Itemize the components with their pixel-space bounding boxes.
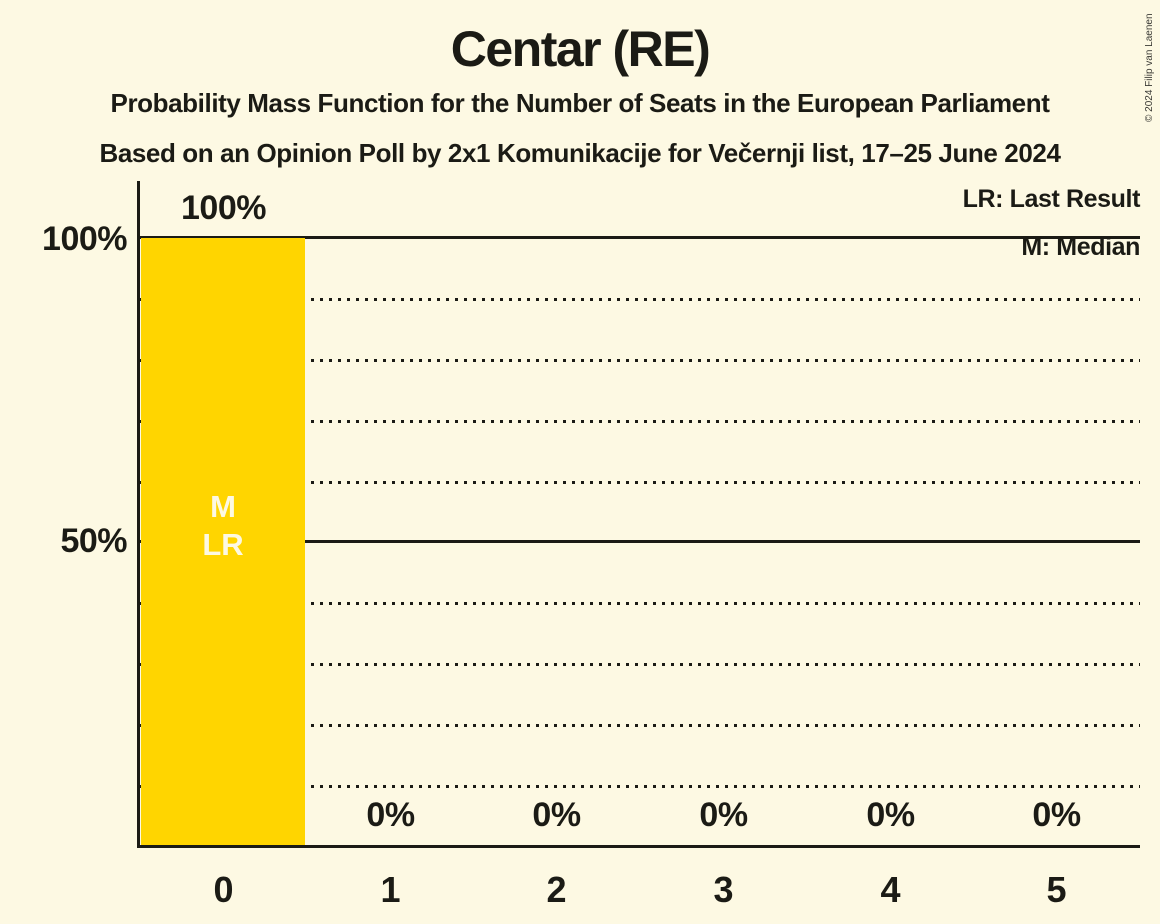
gridline-40-percent: [140, 602, 1140, 605]
y-tick-100: 100%: [42, 220, 127, 258]
value-label-seats-2: 0%: [532, 796, 581, 834]
value-label-seats-4: 0%: [866, 796, 915, 834]
x-tick-4: 4: [880, 869, 901, 910]
copyright-note: © 2024 Filip van Laenen: [1144, 13, 1155, 122]
gridline-50-percent: [140, 540, 1140, 543]
chart-subtitle-line2: Based on an Opinion Poll by 2x1 Komunika…: [99, 138, 1061, 168]
value-label-seats-1: 0%: [366, 796, 415, 834]
legend-last-result: LR: Last Result: [962, 185, 1141, 213]
gridline-10-percent: [140, 785, 1140, 788]
last-result-marker-label: LR: [202, 527, 244, 562]
gridline-70-percent: [140, 420, 1140, 423]
x-tick-0: 0: [213, 869, 234, 910]
x-axis-line: [137, 845, 1140, 848]
value-label-seats-0: 100%: [181, 189, 266, 227]
legend-median: M: Median: [1021, 233, 1140, 261]
chart-subtitle-line1: Probability Mass Function for the Number…: [110, 88, 1050, 118]
gridline-100-percent: [140, 236, 1140, 239]
chart-title: Centar (RE): [450, 21, 711, 77]
gridline-30-percent: [140, 663, 1140, 666]
y-axis-line: [137, 181, 140, 848]
y-tick-50: 50%: [60, 522, 127, 560]
bar-seats-0: [141, 238, 305, 846]
gridline-90-percent: [140, 298, 1140, 301]
value-label-seats-5: 0%: [1032, 796, 1081, 834]
x-tick-3: 3: [713, 869, 734, 910]
x-tick-2: 2: [546, 869, 567, 910]
median-marker-label: M: [210, 489, 236, 524]
gridline-20-percent: [140, 724, 1140, 727]
x-tick-1: 1: [380, 869, 401, 910]
value-label-seats-3: 0%: [699, 796, 748, 834]
gridline-60-percent: [140, 481, 1140, 484]
gridline-80-percent: [140, 359, 1140, 362]
bar-annotation-group: M LR: [141, 488, 305, 564]
x-tick-5: 5: [1046, 869, 1067, 910]
